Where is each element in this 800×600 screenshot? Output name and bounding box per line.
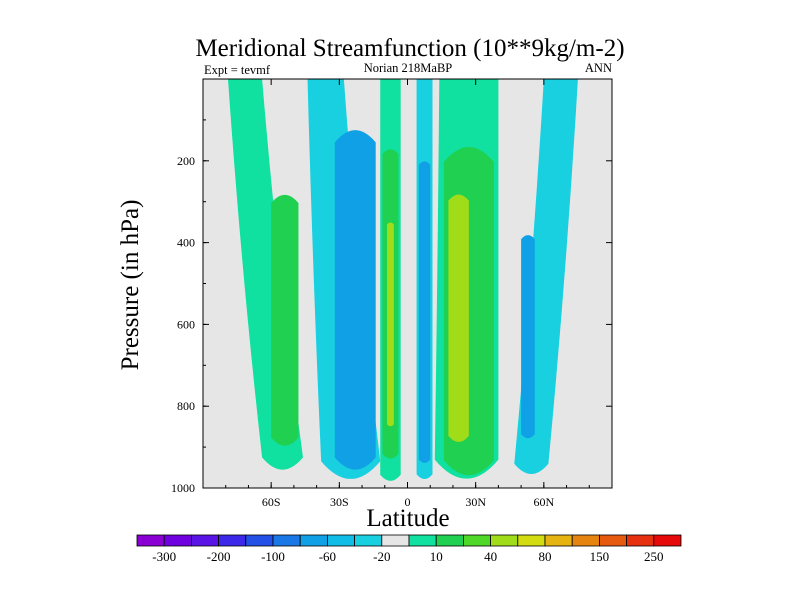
experiment-label: Expt = tevmf bbox=[204, 63, 271, 77]
colorbar-label: -200 bbox=[207, 549, 231, 564]
colorbar-box bbox=[544, 534, 573, 547]
y-tick-label: 600 bbox=[177, 317, 195, 331]
y-tick-label: 400 bbox=[177, 236, 195, 250]
colorbar-box bbox=[272, 534, 301, 547]
colorbar-box bbox=[326, 534, 355, 547]
colorbar-label: -100 bbox=[261, 549, 285, 564]
colorbar-box bbox=[490, 534, 519, 547]
colorbar-label: 250 bbox=[644, 549, 664, 564]
y-tick-label: 200 bbox=[177, 154, 195, 168]
colorbar-box bbox=[354, 534, 383, 547]
colorbar-label: 40 bbox=[484, 549, 497, 564]
colorbar-label: 10 bbox=[430, 549, 443, 564]
contour-regions bbox=[227, 79, 578, 481]
contour-region-sh-outer-positive-core bbox=[271, 194, 299, 446]
colorbar-labels: -300 -200 -100 -60 -20 10 40 80 150 250 bbox=[152, 549, 663, 564]
colorbar-box bbox=[381, 534, 410, 547]
colorbar-box bbox=[218, 534, 247, 547]
period-label: Norian 218MaBP bbox=[364, 61, 453, 75]
x-axis-ticks: 60S 30S 0 30N 60N bbox=[225, 79, 590, 509]
contour-region-nh-negative-core bbox=[418, 161, 431, 463]
x-tick-label: 0 bbox=[405, 495, 411, 509]
colorbar-box bbox=[408, 534, 437, 547]
colorbar-box bbox=[299, 534, 328, 547]
colorbar bbox=[136, 534, 682, 547]
x-tick-label: 30N bbox=[465, 495, 486, 509]
colorbar-label: 150 bbox=[590, 549, 610, 564]
y-axis-label: Pressure (in hPa) bbox=[117, 200, 144, 371]
colorbar-box bbox=[190, 534, 219, 547]
contour-region-sh-negative-core bbox=[334, 130, 376, 470]
y-tick-label: 800 bbox=[177, 399, 195, 413]
colorbar-label: -300 bbox=[152, 549, 176, 564]
colorbar-label: -60 bbox=[319, 549, 336, 564]
colorbar-box bbox=[163, 534, 192, 547]
colorbar-box bbox=[599, 534, 628, 547]
x-tick-label: 60N bbox=[533, 495, 554, 509]
colorbar-box bbox=[136, 534, 165, 547]
x-tick-label: 30S bbox=[330, 495, 349, 509]
contour-region-nh-positive-max bbox=[448, 194, 469, 442]
y-axis-ticks: 200 400 600 800 1000 bbox=[171, 119, 612, 495]
colorbar-box bbox=[571, 534, 600, 547]
colorbar-box bbox=[245, 534, 274, 547]
colorbar-box bbox=[435, 534, 464, 547]
colorbar-label: 80 bbox=[539, 549, 552, 564]
plot-area: 60S 30S 0 30N 60N 200 400 600 800 1000 bbox=[171, 78, 613, 509]
colorbar-label: -20 bbox=[373, 549, 390, 564]
colorbar-box bbox=[517, 534, 546, 547]
contour-region-equatorial-positive-max bbox=[387, 222, 394, 427]
y-tick-label: 1000 bbox=[171, 481, 195, 495]
colorbar-box bbox=[462, 534, 491, 547]
season-label: ANN bbox=[585, 61, 612, 75]
chart-title: Meridional Streamfunction (10**9kg/m-2) bbox=[195, 35, 624, 62]
x-tick-label: 60S bbox=[262, 495, 281, 509]
colorbar-box bbox=[653, 534, 682, 547]
x-axis-label: Latitude bbox=[366, 505, 449, 532]
colorbar-box bbox=[626, 534, 655, 547]
contour-region-nh-outer-negative-core bbox=[521, 235, 535, 439]
